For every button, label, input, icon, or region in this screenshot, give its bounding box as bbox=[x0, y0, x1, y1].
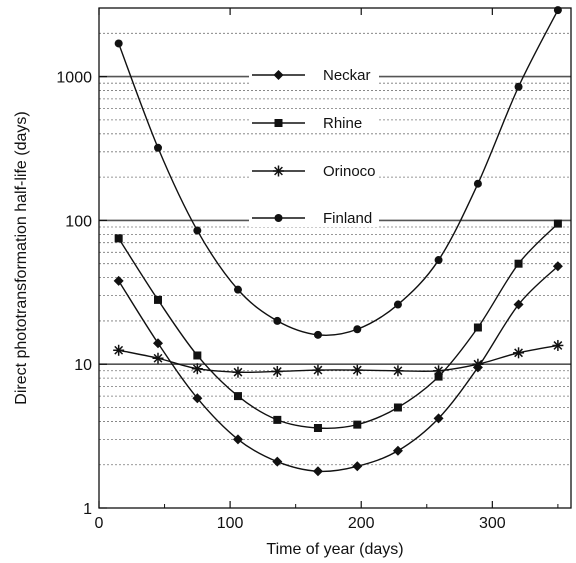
data-point bbox=[433, 413, 444, 424]
data-point bbox=[393, 300, 402, 309]
series-line bbox=[118, 344, 559, 374]
data-point bbox=[154, 295, 162, 304]
series-neckar bbox=[113, 261, 563, 477]
series-rhine bbox=[114, 219, 562, 433]
legend-label: Finland bbox=[323, 210, 372, 227]
data-point bbox=[393, 403, 402, 412]
data-point bbox=[513, 347, 525, 359]
legend-bg bbox=[249, 114, 379, 132]
data-point bbox=[272, 456, 283, 467]
legend-label: Orinoco bbox=[323, 163, 376, 180]
y-tick-label: 100 bbox=[65, 213, 92, 230]
data-point bbox=[193, 226, 202, 235]
data-point bbox=[434, 372, 443, 381]
x-tick-label: 300 bbox=[479, 515, 506, 532]
plot-frame bbox=[98, 7, 572, 509]
data-point bbox=[473, 179, 482, 188]
legend-label: Neckar bbox=[323, 67, 371, 84]
data-point bbox=[191, 363, 203, 375]
legend-bg bbox=[249, 162, 379, 180]
data-point bbox=[113, 275, 124, 286]
series-line bbox=[118, 9, 559, 336]
data-point bbox=[352, 461, 363, 472]
data-point bbox=[273, 415, 282, 424]
data-point bbox=[113, 344, 125, 356]
y-tick-label: 10 bbox=[74, 357, 92, 374]
legend-bg bbox=[249, 209, 379, 227]
data-point bbox=[233, 392, 242, 401]
y-tick-label: 1 bbox=[83, 501, 92, 518]
data-point bbox=[434, 256, 443, 265]
data-point bbox=[232, 366, 244, 378]
data-point bbox=[392, 365, 404, 377]
axis-ticks: 0 100 200 300 1 10 100 1000 bbox=[56, 8, 559, 532]
data-point bbox=[192, 393, 203, 404]
data-point bbox=[351, 364, 363, 376]
data-point bbox=[514, 82, 523, 91]
data-point bbox=[193, 351, 202, 360]
data-point bbox=[154, 143, 162, 152]
legend-item-orinoco: Orinoco bbox=[249, 162, 379, 180]
series-finland bbox=[114, 6, 562, 339]
data-point bbox=[274, 119, 283, 127]
series-line bbox=[118, 265, 559, 473]
data-point bbox=[273, 316, 282, 325]
legend-item-neckar: Neckar bbox=[249, 66, 379, 84]
y-axis-label: Direct phototransformation half-life (da… bbox=[13, 111, 30, 404]
legend-item-rhine: Rhine bbox=[249, 114, 379, 132]
data-point bbox=[153, 338, 163, 349]
series-line bbox=[118, 223, 559, 429]
y-tick-label: 1000 bbox=[56, 70, 92, 87]
legend-bg bbox=[249, 66, 379, 84]
data-point bbox=[273, 165, 284, 177]
data-point bbox=[433, 365, 445, 377]
data-point bbox=[233, 285, 242, 294]
data-point bbox=[114, 234, 123, 243]
data-point bbox=[552, 261, 563, 272]
x-tick-label: 0 bbox=[95, 515, 104, 532]
legend: Neckar Rhine Orinoco Finland bbox=[249, 66, 379, 227]
data-point bbox=[513, 299, 524, 310]
x-tick-label: 100 bbox=[217, 515, 244, 532]
data-point bbox=[353, 420, 362, 429]
data-point bbox=[273, 70, 284, 80]
x-axis-label: Time of year (days) bbox=[266, 541, 403, 558]
data-point bbox=[473, 323, 482, 332]
data-point bbox=[553, 6, 562, 15]
series-orinoco bbox=[113, 339, 564, 378]
data-point bbox=[392, 445, 403, 456]
data-point bbox=[553, 219, 562, 228]
legend-label: Rhine bbox=[323, 115, 362, 132]
data-point bbox=[472, 358, 484, 370]
data-point bbox=[312, 364, 324, 376]
series-layer bbox=[113, 6, 564, 477]
data-point bbox=[232, 434, 243, 445]
data-point bbox=[274, 214, 283, 222]
data-point bbox=[552, 339, 564, 351]
data-point bbox=[114, 39, 123, 48]
data-point bbox=[514, 259, 523, 268]
legend-item-finland: Finland bbox=[249, 209, 379, 227]
x-tick-label: 200 bbox=[348, 515, 375, 532]
data-point bbox=[152, 352, 164, 364]
data-point bbox=[271, 365, 283, 377]
data-point bbox=[312, 466, 323, 477]
data-point bbox=[313, 330, 322, 339]
data-point bbox=[313, 424, 322, 433]
data-point bbox=[353, 325, 362, 334]
